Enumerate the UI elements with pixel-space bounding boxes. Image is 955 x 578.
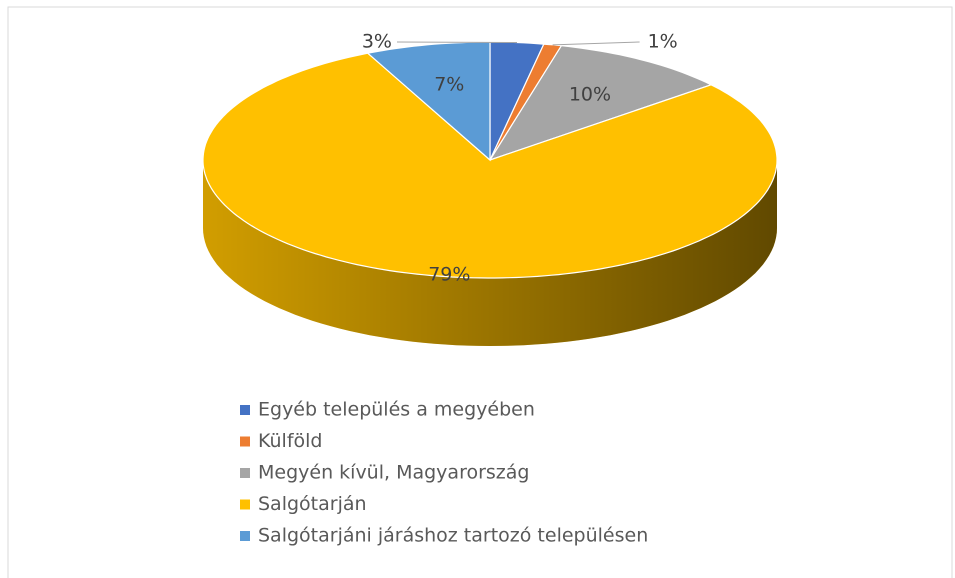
legend-label: Megyén kívül, Magyarország — [258, 462, 529, 484]
data-label: 79% — [428, 263, 470, 285]
legend-swatch — [240, 468, 250, 478]
data-label: 7% — [434, 74, 464, 96]
legend-swatch — [240, 531, 250, 541]
legend-swatch — [240, 436, 250, 447]
legend-label: Egyéb település a megyében — [258, 399, 535, 421]
data-label: 1% — [648, 31, 678, 53]
leader-line — [397, 41, 518, 44]
data-label: 10% — [569, 84, 611, 106]
legend-swatch — [240, 499, 250, 510]
legend-label: Salgótarjáni járáshoz tartozó települése… — [258, 525, 648, 547]
leader-line — [552, 41, 640, 46]
slice-side-shade — [203, 160, 777, 346]
slice — [202, 52, 778, 279]
data-label: 3% — [362, 31, 392, 53]
legend-label: Salgótarján — [258, 493, 367, 515]
legend-label: Külföld — [258, 430, 323, 452]
slice — [488, 45, 713, 162]
legend-swatch — [240, 405, 250, 415]
